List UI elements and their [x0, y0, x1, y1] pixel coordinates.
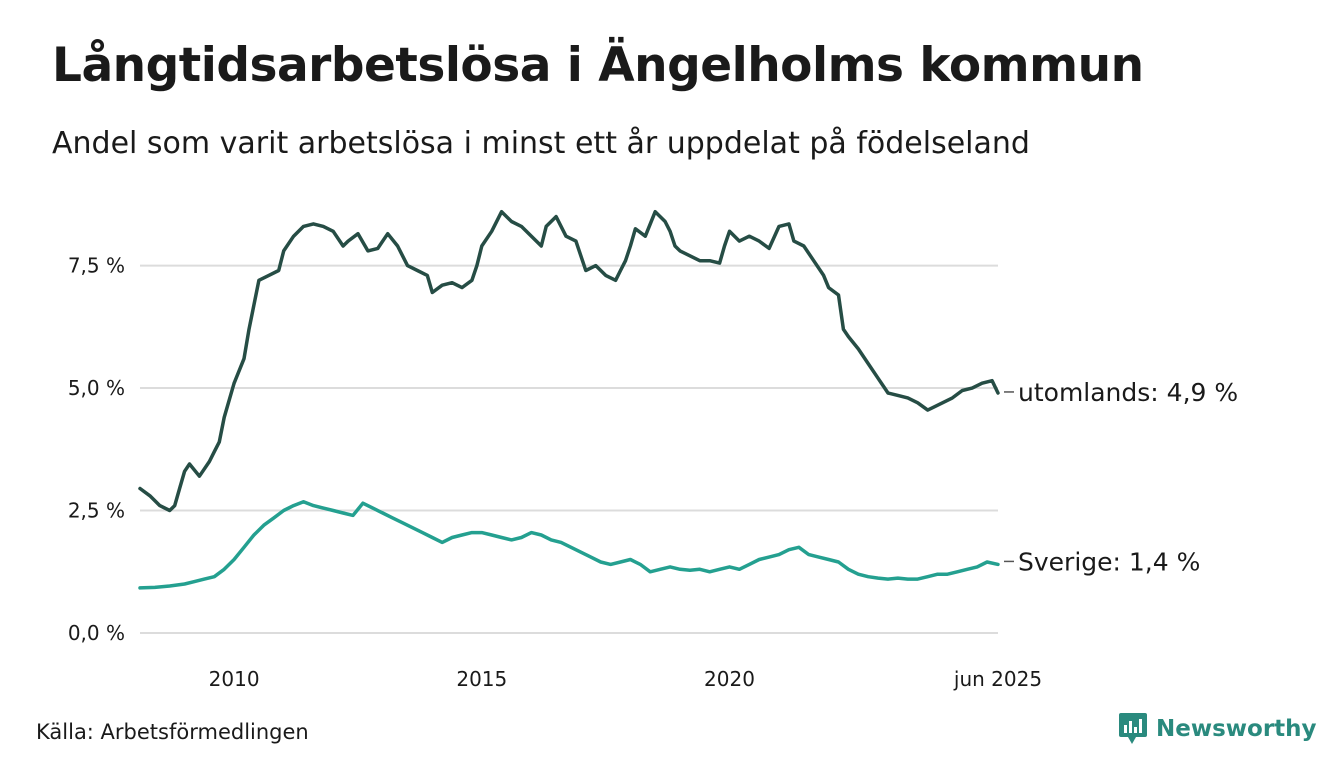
series-line-sverige	[138, 499, 1000, 590]
source-note: Källa: Arbetsförmedlingen	[36, 720, 309, 744]
y-tick-label: 7,5 %	[68, 254, 125, 278]
series-end-label: utomlands: 4,9 %	[1018, 378, 1238, 407]
x-tick-label: jun 2025	[953, 667, 1042, 691]
y-tick-label: 0,0 %	[68, 621, 125, 645]
grid-lines	[140, 264, 998, 634]
brand-name: Newsworthy	[1156, 716, 1317, 742]
x-axis-ticks: 2010 2015 2020 jun 2025	[209, 667, 1042, 691]
y-tick-label: 5,0 %	[68, 376, 125, 400]
x-tick-label: 2015	[456, 667, 507, 691]
series-end-label: Sverige: 1,4 %	[1018, 547, 1200, 576]
x-tick-label: 2020	[704, 667, 755, 691]
end-labels: utomlands: 4,9 % Sverige: 1,4 %	[1004, 378, 1238, 576]
newsworthy-chart-bubble-icon	[1118, 712, 1148, 746]
series-line-utomlands	[138, 209, 1000, 513]
brand-logo: Newsworthy	[1118, 712, 1317, 746]
chart-title: Långtidsarbetslösa i Ängelholms kommun	[52, 38, 1144, 93]
y-axis-ticks: 0,0 % 2,5 % 5,0 % 7,5 %	[68, 254, 125, 645]
chart-subtitle: Andel som varit arbetslösa i minst ett å…	[52, 126, 1030, 161]
x-tick-label: 2010	[209, 667, 260, 691]
series-lines	[138, 209, 1000, 590]
y-tick-label: 2,5 %	[68, 499, 125, 523]
